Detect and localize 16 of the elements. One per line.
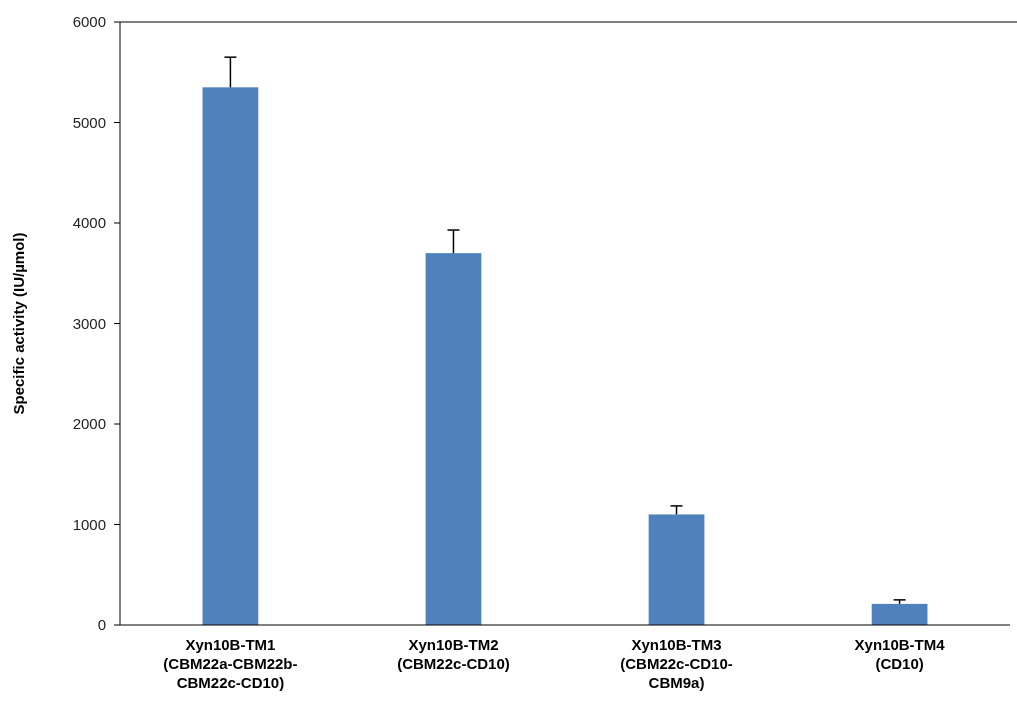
y-tick-label: 3000 [72, 314, 106, 332]
bar [648, 514, 705, 625]
x-tick-label: Xyn10B-TM2 (CBM22c-CD10) [397, 636, 510, 672]
y-tick-label: 1000 [72, 515, 106, 533]
y-tick-label: 6000 [72, 13, 106, 31]
x-tick-label: Xyn10B-TM3 (CBM22c-CD10-CBM9a) [620, 636, 733, 691]
y-tick-label: 4000 [72, 214, 106, 232]
bar [871, 603, 928, 625]
y-tick-label: 0 [97, 616, 106, 634]
y-tick-label: 2000 [72, 415, 106, 433]
y-axis-title: Specific activity (IU/µmol) [10, 232, 27, 415]
y-tick-label: 5000 [72, 113, 106, 131]
x-tick-label: Xyn10B-TM4 (CD10) [854, 636, 946, 672]
x-tick-label: Xyn10B-TM1 (CBM22a-CBM22b-CBM22c-CD10) [163, 636, 298, 691]
bar [202, 87, 259, 625]
bar [425, 253, 482, 625]
